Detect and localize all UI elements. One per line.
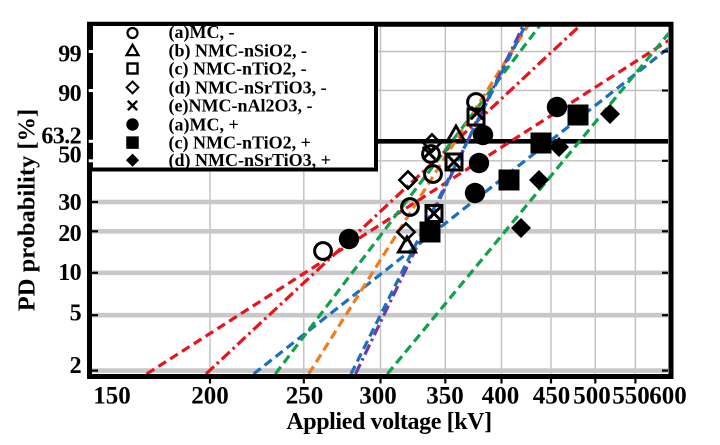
- svg-text:550: 550: [612, 383, 650, 410]
- svg-text:10: 10: [58, 260, 81, 286]
- svg-text:150: 150: [93, 383, 131, 410]
- svg-text:(c) NMC-nTiO2, -: (c) NMC-nTiO2, -: [169, 59, 307, 80]
- svg-text:350: 350: [426, 383, 464, 410]
- svg-text:(d) NMC-nSrTiO3, +: (d) NMC-nSrTiO3, +: [169, 150, 331, 171]
- svg-text:30: 30: [58, 190, 81, 216]
- svg-text:400: 400: [482, 383, 520, 410]
- svg-text:(c) NMC-nTiO2, +: (c) NMC-nTiO2, +: [169, 133, 311, 154]
- svg-text:5: 5: [70, 301, 82, 327]
- svg-text:(a)MC, -: (a)MC, -: [169, 22, 235, 43]
- svg-text:450: 450: [533, 383, 571, 410]
- svg-text:PD probability [%]: PD probability [%]: [14, 109, 41, 311]
- svg-text:50: 50: [58, 143, 81, 169]
- svg-text:250: 250: [286, 383, 324, 410]
- svg-text:90: 90: [58, 81, 81, 107]
- svg-text:200: 200: [191, 383, 229, 410]
- svg-text:63.2: 63.2: [41, 124, 81, 150]
- svg-text:500: 500: [573, 383, 611, 410]
- svg-text:(a)MC, +: (a)MC, +: [169, 115, 239, 136]
- svg-text:99: 99: [58, 41, 81, 67]
- svg-text:20: 20: [58, 221, 81, 247]
- svg-text:(d) NMC-nSrTiO3, -: (d) NMC-nSrTiO3, -: [169, 77, 327, 98]
- svg-text:2: 2: [70, 353, 81, 379]
- svg-text:600: 600: [649, 383, 687, 410]
- svg-text:Applied voltage [kV]: Applied voltage [kV]: [286, 409, 491, 435]
- svg-text:(b) NMC-nSiO2, -: (b) NMC-nSiO2, -: [169, 40, 308, 61]
- svg-text:(e)NMC-nAl2O3, -: (e)NMC-nAl2O3, -: [169, 96, 313, 117]
- svg-text:300: 300: [359, 383, 397, 410]
